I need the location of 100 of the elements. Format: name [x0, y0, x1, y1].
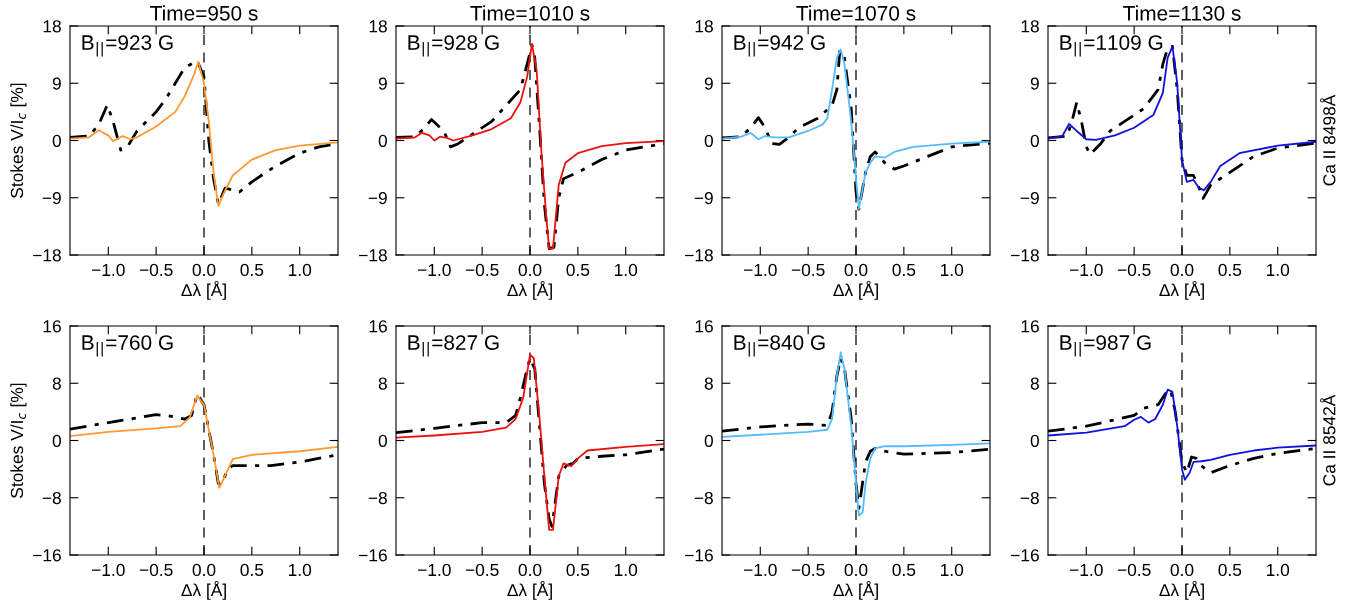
- x-tick-label: −0.5: [1117, 563, 1151, 577]
- x-tick-label: 0.5: [892, 263, 916, 277]
- chart-title: Time=950 s: [150, 5, 258, 21]
- y-axis-title: Stokes V/I$_{c}$ [%]: [10, 383, 27, 498]
- x-axis-title: Δλ [Å]: [833, 580, 878, 600]
- x-tick-label: 0.0: [518, 263, 542, 277]
- y-tick-label: −18: [33, 249, 61, 262]
- y-tick-label: −18: [685, 249, 713, 262]
- x-tick-label: −0.5: [1117, 263, 1151, 277]
- y2-axis-title: Ca II 8542Å: [1320, 394, 1336, 486]
- annotation: B$_{||}$=928 G: [408, 35, 499, 57]
- x-tick-label: −0.5: [465, 263, 499, 277]
- x-tick-label: 0.5: [1218, 563, 1242, 577]
- x-tick-label: 0.5: [892, 563, 916, 577]
- y-tick-label: −16: [359, 549, 387, 562]
- y-tick-label: −18: [359, 249, 387, 262]
- x-tick-label: 1.0: [288, 263, 312, 277]
- x-tick-label: −1.0: [418, 563, 451, 577]
- annotation: B$_{||}$=987 G: [1060, 335, 1151, 357]
- y-tick-label: 16: [695, 320, 713, 333]
- x-tick-label: −1.0: [92, 563, 125, 577]
- x-tick-label: −1.0: [744, 563, 777, 577]
- y-tick-label: 9: [704, 77, 713, 90]
- y-tick-label: 8: [52, 377, 61, 390]
- x-tick-label: 1.0: [940, 263, 964, 277]
- y-tick-label: 0: [704, 434, 713, 447]
- x-tick-label: 0.0: [1170, 563, 1194, 577]
- y-tick-label: 16: [43, 320, 61, 333]
- x-tick-label: 1.0: [614, 263, 638, 277]
- x-tick-label: 1.0: [288, 563, 312, 577]
- y-tick-label: 18: [695, 20, 713, 33]
- y2-axis-title: Ca II 8498Å: [1320, 94, 1336, 186]
- y-tick-label: 0: [52, 434, 61, 447]
- y-tick-label: −9: [368, 191, 387, 205]
- chart-title: Time=1130 s: [1123, 5, 1241, 21]
- x-tick-label: 0.5: [240, 263, 264, 277]
- x-tick-label: −0.5: [791, 563, 825, 577]
- y-axis-title: Stokes V/I$_{c}$ [%]: [10, 83, 27, 198]
- x-tick-label: 1.0: [1266, 263, 1290, 277]
- x-tick-label: −1.0: [744, 263, 777, 277]
- y-tick-label: 0: [704, 134, 713, 147]
- annotation: B$_{||}$=923 G: [82, 35, 173, 57]
- annotation: B$_{||}$=827 G: [408, 335, 499, 357]
- x-tick-label: −0.5: [791, 263, 825, 277]
- x-tick-label: −1.0: [92, 263, 125, 277]
- x-axis-title: Δλ [Å]: [1159, 580, 1204, 600]
- y-tick-label: 16: [369, 320, 387, 333]
- y-tick-label: 9: [378, 77, 387, 90]
- y-tick-label: −8: [42, 491, 61, 505]
- y-tick-label: −8: [368, 491, 387, 505]
- y-tick-label: −16: [685, 549, 713, 562]
- x-tick-label: 0.5: [240, 563, 264, 577]
- y-tick-label: −9: [1020, 191, 1039, 205]
- x-axis-title: Δλ [Å]: [1159, 280, 1204, 300]
- y-tick-label: −16: [1011, 549, 1039, 562]
- y-tick-label: 0: [1030, 434, 1039, 447]
- y-tick-label: 0: [52, 134, 61, 147]
- x-tick-label: 0.0: [518, 563, 542, 577]
- x-axis-title: Δλ [Å]: [833, 280, 878, 300]
- y-tick-label: −16: [33, 549, 61, 562]
- y-tick-label: 18: [369, 20, 387, 33]
- y-tick-label: 0: [378, 434, 387, 447]
- x-tick-label: −1.0: [418, 263, 451, 277]
- x-tick-label: −0.5: [139, 263, 173, 277]
- x-axis-title: Δλ [Å]: [181, 580, 226, 600]
- x-tick-label: −1.0: [1070, 263, 1103, 277]
- y-tick-label: −8: [1020, 491, 1039, 505]
- y-tick-label: 8: [378, 377, 387, 390]
- annotation: B$_{||}$=942 G: [734, 35, 825, 57]
- x-tick-label: 0.0: [844, 563, 868, 577]
- x-tick-label: 0.0: [844, 263, 868, 277]
- x-tick-label: −0.5: [465, 563, 499, 577]
- annotation: B$_{||}$=840 G: [734, 335, 825, 357]
- x-tick-label: 1.0: [1266, 563, 1290, 577]
- x-tick-label: 0.5: [566, 263, 590, 277]
- x-tick-label: 0.5: [566, 563, 590, 577]
- y-tick-label: 8: [704, 377, 713, 390]
- chart-title: Time=1010 s: [470, 5, 590, 21]
- x-tick-label: −0.5: [139, 563, 173, 577]
- x-tick-label: −1.0: [1070, 563, 1103, 577]
- x-axis-title: Δλ [Å]: [181, 280, 226, 300]
- y-tick-label: 18: [1021, 20, 1039, 33]
- y-tick-label: −9: [694, 191, 713, 205]
- y-tick-label: 8: [1030, 377, 1039, 390]
- y-tick-label: 9: [52, 77, 61, 90]
- chart-title: Time=1070 s: [796, 5, 916, 21]
- y-tick-label: −9: [42, 191, 61, 205]
- x-axis-title: Δλ [Å]: [507, 280, 552, 300]
- y-tick-label: 0: [1030, 134, 1039, 147]
- annotation: B$_{||}$=1109 G: [1060, 35, 1163, 57]
- x-tick-label: 0.0: [1170, 263, 1194, 277]
- x-axis-title: Δλ [Å]: [507, 580, 552, 600]
- y-tick-label: −18: [1011, 249, 1039, 262]
- x-tick-label: 0.0: [192, 563, 216, 577]
- y-tick-label: 9: [1030, 77, 1039, 90]
- y-tick-label: −8: [694, 491, 713, 505]
- annotation: B$_{||}$=760 G: [82, 335, 173, 357]
- x-tick-label: 0.0: [192, 263, 216, 277]
- x-tick-label: 1.0: [940, 563, 964, 577]
- x-tick-label: 0.5: [1218, 263, 1242, 277]
